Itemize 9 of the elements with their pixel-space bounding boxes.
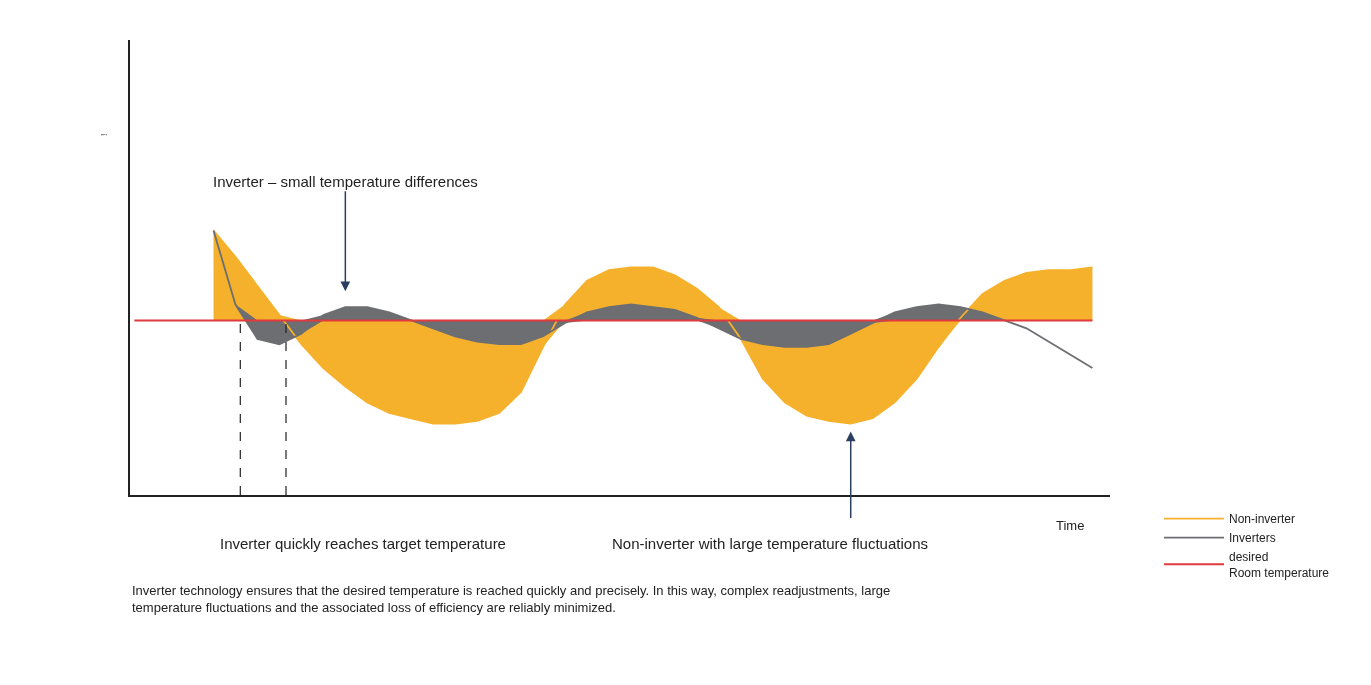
legend-label: desired Room temperature	[1229, 550, 1330, 580]
text: Non-inverter with large temperature fluctuations	[612, 535, 928, 552]
legend-label: Non-inverter	[1229, 512, 1296, 527]
text: Inverter quickly reaches target temperature	[220, 535, 506, 552]
text: Inverter technology ensures that the desired temperature is reached quickly and precisely. In this way, complex readjustments, large temperature fluctuations and the associated loss of efficiency are reliably minimized.	[132, 583, 891, 615]
legend-label: Inverters	[1229, 531, 1276, 546]
x-axis-title: Time	[1056, 518, 1085, 533]
text: !	[98, 133, 109, 136]
text: Inverter – small temperature differences	[213, 173, 478, 190]
